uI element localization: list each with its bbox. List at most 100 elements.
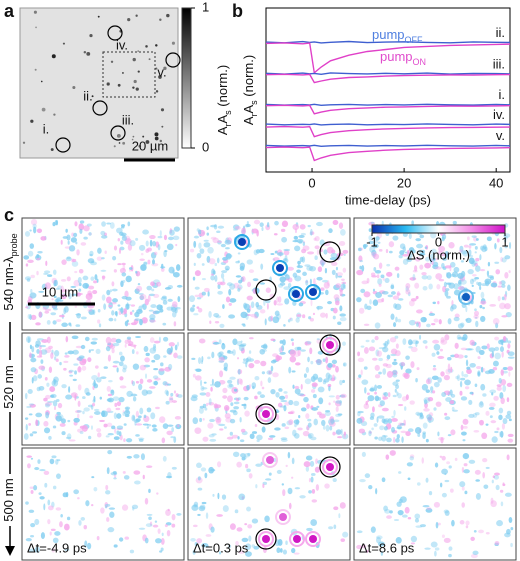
particle: [145, 140, 150, 144]
noise-speckle: [499, 302, 506, 310]
noise-speckle: [97, 247, 102, 254]
noise-speckle: [146, 407, 152, 413]
noise-speckle: [490, 500, 497, 508]
noise-speckle: [105, 435, 110, 438]
noise-speckle: [416, 367, 420, 371]
noise-speckle: [356, 544, 363, 550]
marker-circle: [255, 528, 277, 550]
noise-speckle: [140, 453, 145, 461]
noise-speckle: [135, 270, 138, 274]
noise-speckle: [322, 380, 327, 385]
noise-speckle: [471, 260, 476, 267]
noise-speckle: [165, 400, 170, 405]
noise-speckle: [358, 428, 366, 434]
noise-speckle: [449, 389, 453, 396]
noise-speckle: [391, 415, 395, 418]
noise-speckle: [444, 412, 448, 416]
noise-speckle: [454, 353, 459, 358]
noise-speckle: [435, 401, 442, 407]
noise-speckle: [261, 426, 266, 433]
noise-speckle: [478, 529, 484, 534]
noise-speckle: [314, 466, 320, 473]
colorbar-label-part: (norm.): [215, 65, 230, 111]
noise-speckle: [59, 521, 63, 528]
noise-speckle: [212, 270, 216, 275]
noise-speckle: [462, 439, 466, 442]
noise-speckle: [387, 294, 394, 298]
noise-speckle: [376, 384, 383, 389]
noise-speckle: [461, 370, 464, 377]
noise-speckle: [216, 514, 223, 517]
noise-speckle: [128, 341, 134, 346]
noise-speckle: [450, 366, 453, 373]
noise-speckle: [370, 526, 376, 533]
noise-speckle: [53, 307, 58, 311]
noise-speckle: [475, 238, 479, 241]
noise-speckle: [237, 378, 243, 385]
noise-speckle: [103, 423, 108, 428]
trace: [265, 123, 511, 126]
noise-speckle: [290, 317, 293, 322]
noise-speckle: [55, 473, 61, 479]
noise-speckle: [502, 384, 507, 392]
noise-speckle: [144, 497, 149, 505]
noise-speckle: [450, 261, 456, 268]
noise-speckle: [55, 415, 62, 422]
noise-speckle: [288, 502, 292, 510]
noise-speckle: [164, 524, 168, 528]
noise-speckle: [173, 390, 177, 394]
noise-speckle: [473, 314, 479, 320]
noise-speckle: [160, 362, 164, 367]
noise-speckle: [78, 366, 81, 372]
noise-speckle: [307, 251, 315, 255]
noise-speckle: [297, 260, 301, 265]
noise-speckle: [359, 265, 362, 270]
noise-speckle: [82, 396, 86, 400]
noise-speckle: [403, 419, 407, 427]
noise-speckle: [164, 250, 168, 253]
noise-speckle: [382, 368, 387, 375]
noise-speckle: [307, 356, 310, 363]
noise-speckle: [77, 497, 80, 500]
noise-speckle: [469, 278, 475, 285]
noise-speckle: [37, 374, 43, 379]
noise-speckle: [28, 509, 35, 513]
noise-speckle: [332, 315, 336, 320]
noise-speckle: [293, 552, 300, 555]
noise-speckle: [392, 361, 398, 366]
noise-speckle: [482, 457, 488, 463]
noise-speckle: [456, 374, 461, 382]
y-axis-label-part: s: [249, 100, 259, 105]
noise-speckle: [207, 356, 211, 360]
noise-speckle: [424, 256, 431, 262]
noise-speckle: [487, 275, 494, 279]
noise-speckle: [110, 337, 117, 343]
noise-speckle: [331, 249, 336, 254]
noise-speckle: [423, 408, 430, 412]
noise-speckle: [31, 377, 34, 384]
noise-speckle: [501, 315, 508, 318]
noise-speckle: [296, 346, 302, 351]
noise-speckle: [340, 393, 347, 399]
noise-speckle: [489, 389, 497, 394]
noise-speckle: [260, 263, 264, 270]
marker-label: iv.: [116, 37, 128, 52]
marker-circle: [107, 25, 123, 41]
noise-speckle: [252, 385, 255, 390]
noise-speckle: [55, 358, 59, 362]
noise-speckle: [48, 366, 53, 374]
noise-speckle: [151, 288, 155, 292]
noise-speckle: [74, 221, 78, 227]
noise-speckle: [57, 285, 63, 290]
noise-speckle: [449, 400, 455, 405]
noise-speckle: [36, 254, 40, 259]
noise-speckle: [497, 285, 503, 288]
noise-speckle: [132, 363, 140, 370]
noise-speckle: [468, 413, 475, 418]
noise-speckle: [464, 386, 470, 390]
noise-speckle: [310, 389, 316, 393]
noise-speckle: [112, 255, 117, 261]
noise-speckle: [454, 342, 459, 349]
noise-speckle: [79, 425, 86, 429]
noise-speckle: [73, 417, 80, 423]
